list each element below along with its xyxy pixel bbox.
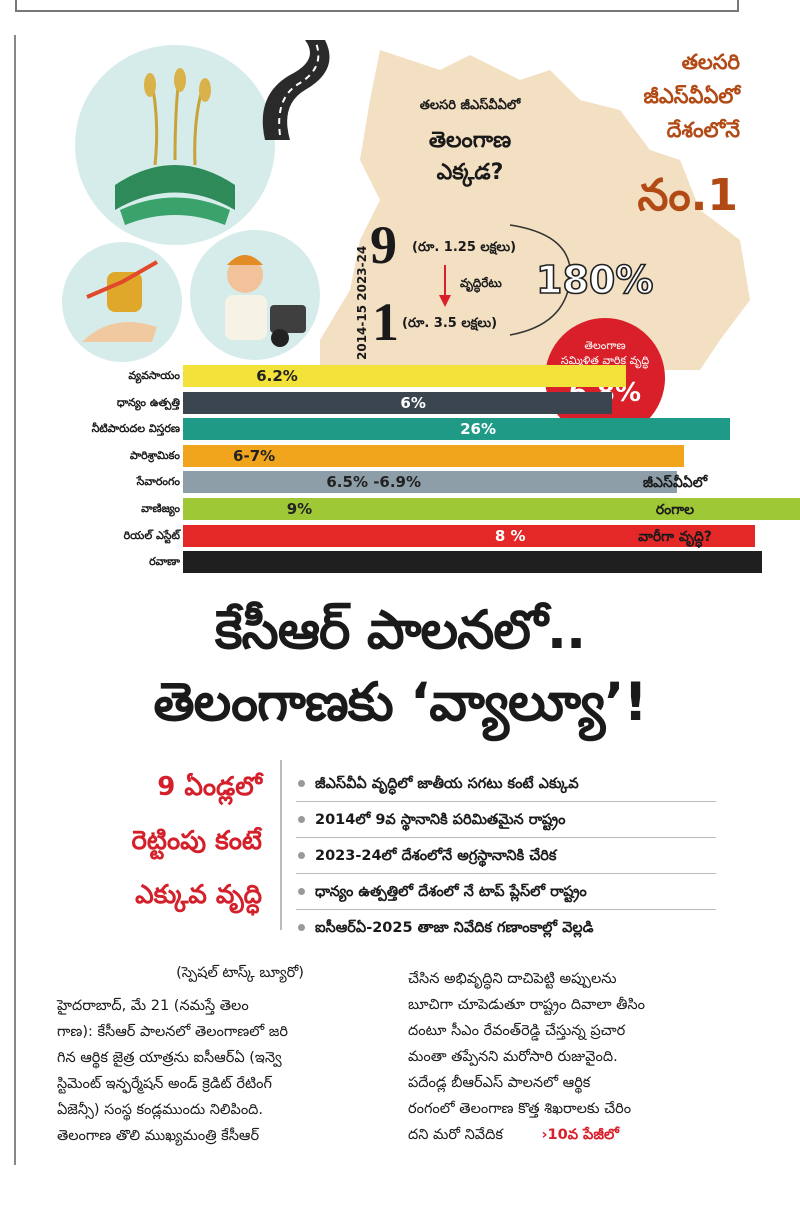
bar-value-label: 26% [460, 420, 496, 439]
article-line: పదేండ్ల బీఆర్ఎస్ పాలనలో ఆర్థిక [408, 1075, 591, 1091]
rank-number-one: నం.1 [637, 170, 738, 221]
bar-category-label: సేవారంగం [136, 475, 180, 489]
bullet-dot-icon [298, 780, 305, 787]
continued-arrow-icon: › [541, 1127, 548, 1143]
sector-growth-chart: వ్యవసాయం 6.2% ధాన్యం ఉత్పత్తి 6% నీటిపారుదల … [0, 365, 800, 580]
growth-rate-value: 180% [535, 257, 654, 303]
highlight-line-2: రెట్టింపు కంటే [131, 826, 263, 856]
bullet-item: ఐసీఆర్ఏ-2025 తాజా నివేదిక గణాంకాల్లో వెల… [296, 910, 716, 945]
where-question-line-1: తెలంగాణ [428, 128, 512, 153]
bullet-dot-icon [298, 816, 305, 823]
article-column-2: చేసిన అభివృద్ధిని దాచిపెట్టి అప్పులను బూ… [408, 966, 738, 1148]
bullet-text: జీఎస్‌వీఏ వృద్ధిలో జాతీయ సగటు కంటే ఎక్కు… [315, 775, 579, 792]
article-line: దంటూ సీఎం రేవంత్‌రెడ్డి చేస్తున్న ప్రచార [408, 1023, 626, 1039]
badge-line-2: సమ్మిళిత వార్షిక వృద్ధి [560, 354, 650, 367]
article-last-line: దని మరో నివేదిక ›10వ పేజీలో [408, 1122, 738, 1148]
bar-value-label: 6-7% [233, 446, 276, 465]
sector-bar [183, 471, 677, 494]
top-right-heading: తలసరి జీఎస్‌వీఏలో దేశంలోనే [590, 45, 741, 147]
heading-line-1: తలసరి [681, 50, 740, 74]
article-column-1: హైదరాబాద్, మే 21 (నమస్తే తెలం గాణ): కేసీ… [57, 993, 392, 1149]
bullet-text: ధాన్యం ఉత్పత్తిలో దేశంలో నే టాప్ ప్లేస్‌… [315, 883, 587, 900]
agriculture-illustration [75, 45, 275, 245]
bar-value-label: 6% [400, 393, 426, 412]
highlight-line-3: ఎక్కువ వృద్ధి [135, 880, 262, 910]
rank-2023: 1 [372, 292, 399, 352]
highlight-box: 9 ఏండ్లలో రెట్టింపు కంటే ఎక్కువ వృద్ధి [70, 760, 282, 930]
article-line: దని మరో నివేదిక [408, 1127, 503, 1143]
heading-line-3: దేశంలోనే [666, 118, 740, 142]
bar-value-label: 6.5% -6.9% [326, 473, 422, 492]
sector-bar [183, 365, 627, 387]
sector-bar [183, 444, 684, 467]
article-line: చేసిన అభివృద్ధిని దాచిపెట్టి అప్పులను [408, 971, 617, 987]
bar-category-label: వాణిజ్యం [141, 502, 180, 515]
headline-line-2: తెలంగాణకు ‘వ్యాల్యూ’! [153, 672, 647, 733]
money-growth-illustration [62, 242, 182, 362]
bullet-dot-icon [298, 852, 305, 859]
amount-2014: (రూ. 1.25 లక్షలు) [412, 240, 517, 255]
sector-question-line-3: వారీగా వృద్ధి? [638, 529, 712, 545]
sector-bar [183, 498, 800, 520]
bar-category-label: ధాన్యం ఉత్పత్తి [116, 395, 180, 409]
bullet-item: ధాన్యం ఉత్పత్తిలో దేశంలో నే టాప్ ప్లేస్‌… [296, 874, 716, 910]
article-line: ఏజెన్సీ) సంస్థ కండ్లముందు నిలిపింది. [57, 1102, 264, 1118]
article-line: బూచిగా చూపెడుతూ రాష్ట్రం దివాలా తీసిం [408, 997, 646, 1013]
sector-question-line-2: రంగాల [655, 502, 695, 518]
where-question-label: తలసరి జీఎస్‌వీఏలో [419, 98, 521, 113]
where-question-line-2: ఎక్కడ? [436, 160, 504, 185]
bar-value-label: 6.2% [256, 367, 298, 385]
bullet-item: జీఎస్‌వీఏ వృద్ధిలో జాతీయ సగటు కంటే ఎక్కు… [296, 766, 716, 802]
sector-bar [183, 524, 756, 547]
article-line: స్టిమెంట్ ఇన్ఫర్మేషన్ అండ్ క్రెడిట్ రేటి… [57, 1076, 272, 1092]
bar-category-label: నీటిపారుదల విస్తరణ [91, 422, 180, 436]
article-line: గిన ఆర్థిక జైత్ర యాత్రను ఐసీఆర్ఏ (ఇన్వె [57, 1050, 282, 1066]
telangana-map [320, 50, 750, 370]
bullet-item: 2023-24లో దేశంలోనే అగ్రస్థానానికి చేరిక [296, 838, 716, 874]
road-icon [262, 40, 330, 140]
bracket-arc [509, 224, 572, 336]
headline-line-1: కేసీఆర్ పాలనలో.. [214, 600, 586, 661]
highlight-line-1: 9 ఏండ్లలో [157, 772, 262, 802]
bullet-item: 2014లో 9వ స్థానానికి పరిమితమైన రాష్ట్రం [296, 802, 716, 838]
sector-bar [183, 391, 613, 414]
sector-bar [183, 551, 763, 574]
byline-bureau: (స్పెషల్ టాస్క్ బ్యూరో) [176, 965, 304, 981]
where-question: తెలంగాణ ఎక్కడ? [375, 125, 565, 189]
left-column-rule [14, 35, 16, 1165]
sector-bar [183, 418, 730, 441]
bar-category-label: రియల్ ఎస్టేట్ [123, 528, 180, 542]
article-line: హైదరాబాద్, మే 21 (నమస్తే తెలం [57, 998, 249, 1014]
bar-value-label: 8 % [494, 526, 526, 545]
bullet-text: 2023-24లో దేశంలోనే అగ్రస్థానానికి చేరిక [315, 847, 557, 864]
bullet-dot-icon [298, 924, 305, 931]
badge-line-1: తెలంగాణ [584, 339, 626, 352]
down-arrow-icon [439, 265, 451, 307]
top-frame [15, 0, 739, 12]
bullet-list: జీఎస్‌వీఏ వృద్ధిలో జాతీయ సగటు కంటే ఎక్కు… [296, 766, 716, 945]
amount-2023: (రూ. 3.5 లక్షలు) [402, 316, 498, 331]
farmer-illustration [190, 230, 320, 360]
bullet-text: 2014లో 9వ స్థానానికి పరిమితమైన రాష్ట్రం [315, 811, 566, 828]
bar-category-label: వ్యవసాయం [128, 369, 180, 382]
bar-category-label: రవాణా [149, 555, 180, 569]
years-label: 2014-15 2023-24 [355, 246, 369, 360]
years-text: 2014-15 2023-24 [355, 246, 369, 360]
article-line: రంగంలో తెలంగాణ కొత్త శిఖరాలకు చేరిం [408, 1101, 632, 1117]
continued-on-page-link[interactable]: 10వ పేజీలో [547, 1127, 619, 1143]
heading-line-2: జీఎస్‌వీఏలో [643, 84, 741, 108]
bar-value-label: 9% [286, 500, 313, 518]
article-line: తెలంగాణ తొలి ముఖ్యమంత్రి కేసీఆర్ [57, 1128, 260, 1144]
growth-rate-label: వృద్ధిరేటు [460, 276, 502, 290]
article-line: గాణ): కేసీఆర్ పాలనలో తెలంగాణలో జరి [57, 1024, 288, 1040]
bullet-dot-icon [298, 888, 305, 895]
rank-2014: 9 [370, 215, 397, 275]
bar-category-label: పారిశ్రామికం [129, 448, 180, 462]
sector-question-line-1: జీఎస్‌వీఏలో [642, 475, 708, 491]
bullet-text: ఐసీఆర్ఏ-2025 తాజా నివేదిక గణాంకాల్లో వెల… [315, 919, 594, 936]
article-line: మంతా తప్పేనని మరోసారి రుజువైంది. [408, 1049, 618, 1065]
sector-growth-question: జీఎస్‌వీఏలో రంగాల వారీగా వృద్ధి? [610, 470, 740, 551]
